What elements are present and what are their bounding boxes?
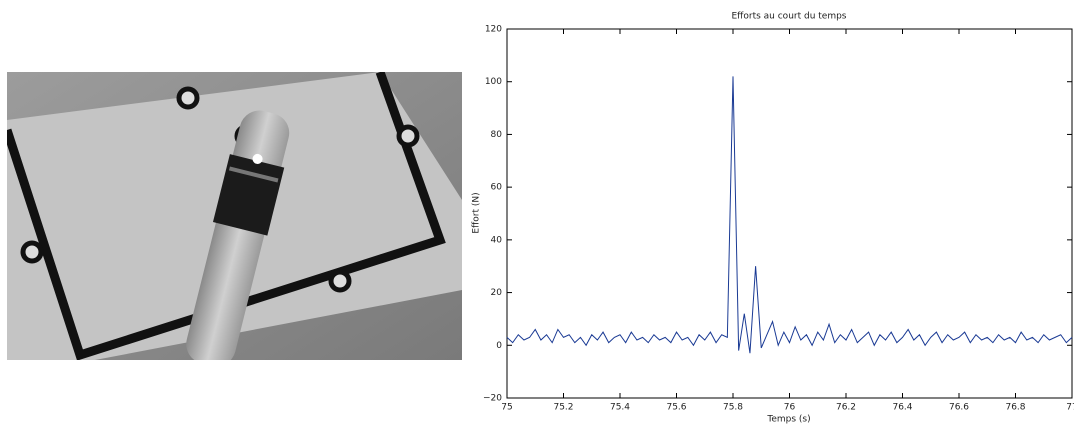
photo <box>7 72 462 360</box>
x-axis-label: Temps (s) <box>766 415 810 425</box>
chart-title: Efforts au court du temps <box>731 12 846 22</box>
data-line <box>506 76 1073 354</box>
y-axis-label: Effort (N) <box>472 192 482 233</box>
x-tick-label: 76.8 <box>1005 403 1025 413</box>
chart: Efforts au court du temps Temps (s) Effo… <box>472 12 1074 425</box>
y-tick-label: 40 <box>491 235 503 245</box>
x-tick-label: 77 <box>1066 403 1074 413</box>
x-tick-label: 76.6 <box>949 403 969 413</box>
x-tick-label: 76.2 <box>836 403 856 413</box>
x-tick-label: 75.6 <box>666 403 686 413</box>
y-tick-label: 120 <box>485 25 502 35</box>
y-tick-label: 20 <box>491 288 503 298</box>
y-tick-label: 60 <box>491 183 503 193</box>
x-tick-label: 75.4 <box>610 403 630 413</box>
x-tick-label: 75 <box>501 403 512 413</box>
y-tick-label: −20 <box>483 394 502 404</box>
x-tick-label: 75.8 <box>723 403 743 413</box>
y-tick-label: 0 <box>496 341 502 351</box>
x-tick-label: 75.2 <box>553 403 573 413</box>
y-tick-label: 100 <box>485 77 502 87</box>
y-tick-label: 80 <box>491 130 503 140</box>
x-tick-label: 76 <box>784 403 796 413</box>
x-tick-label: 76.4 <box>892 403 912 413</box>
